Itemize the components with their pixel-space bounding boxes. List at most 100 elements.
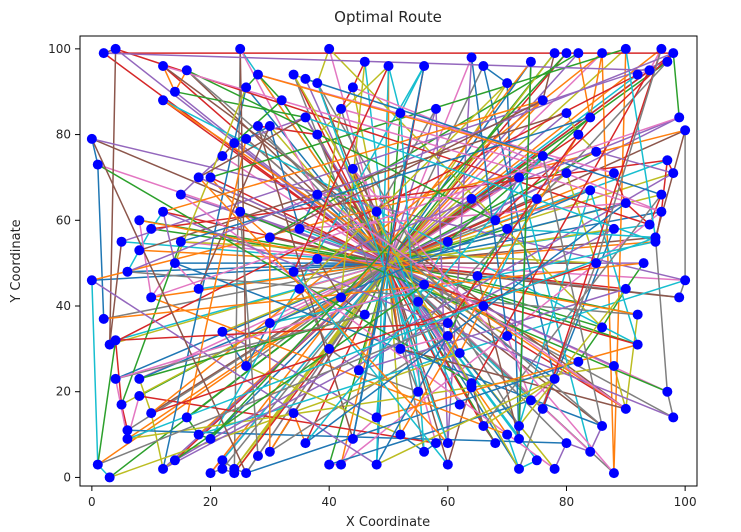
route-leg bbox=[162, 99, 627, 410]
route-leg bbox=[233, 348, 330, 474]
city-point bbox=[395, 343, 406, 354]
city-point bbox=[561, 48, 572, 59]
route-leg bbox=[174, 283, 425, 461]
route-leg bbox=[316, 82, 520, 427]
route-leg bbox=[186, 69, 496, 221]
route-leg bbox=[494, 52, 674, 221]
y-tick-label: 0 bbox=[63, 470, 71, 484]
route-leg bbox=[542, 155, 603, 427]
route-leg bbox=[654, 130, 686, 238]
route-leg bbox=[222, 331, 377, 419]
route-leg bbox=[316, 82, 449, 444]
route-leg bbox=[115, 322, 448, 342]
city-point bbox=[336, 459, 347, 470]
city-point bbox=[217, 151, 228, 161]
city-point bbox=[514, 172, 525, 183]
route-leg bbox=[352, 86, 662, 213]
route-leg bbox=[329, 416, 378, 466]
route-spoke bbox=[257, 74, 390, 264]
route-spoke bbox=[388, 52, 674, 264]
route-leg bbox=[174, 90, 306, 119]
x-axis-title: X Coordinate bbox=[346, 515, 430, 530]
city-point bbox=[395, 429, 406, 440]
y-tick-label: 60 bbox=[56, 213, 71, 227]
city-point bbox=[264, 318, 275, 329]
city-point bbox=[134, 215, 145, 226]
city-point bbox=[312, 129, 323, 140]
route-leg bbox=[91, 138, 247, 474]
city-point bbox=[146, 223, 157, 234]
x-axis-ticks: 0 20 40 60 80 100 bbox=[88, 486, 697, 509]
city-point bbox=[205, 468, 216, 479]
route-leg bbox=[292, 65, 390, 273]
route-leg bbox=[293, 116, 680, 273]
city-point bbox=[442, 459, 453, 470]
city-point bbox=[585, 112, 596, 123]
route-leg bbox=[298, 82, 508, 290]
route-segments bbox=[91, 47, 686, 479]
city-point bbox=[585, 185, 596, 196]
route-leg bbox=[595, 150, 674, 174]
city-point bbox=[490, 438, 501, 449]
y-tick-label: 100 bbox=[48, 42, 71, 56]
city-point bbox=[561, 438, 572, 449]
x-tick-label: 0 bbox=[88, 495, 96, 509]
city-point bbox=[312, 78, 323, 89]
route-leg bbox=[518, 288, 627, 427]
city-point bbox=[644, 65, 655, 76]
route-leg bbox=[553, 425, 603, 470]
city-point bbox=[312, 253, 323, 264]
city-point bbox=[116, 236, 127, 247]
city-point bbox=[86, 275, 97, 286]
city-point bbox=[668, 48, 679, 59]
route-spoke bbox=[121, 262, 389, 406]
route-leg bbox=[150, 296, 508, 436]
route-spoke bbox=[269, 262, 389, 324]
route-spoke bbox=[388, 112, 567, 264]
route-leg bbox=[127, 52, 674, 273]
city-point bbox=[525, 395, 536, 406]
city-point bbox=[146, 408, 157, 419]
city-point bbox=[353, 365, 364, 376]
city-point bbox=[110, 335, 121, 346]
route-leg bbox=[507, 228, 656, 239]
city-point bbox=[656, 206, 667, 217]
route-leg bbox=[293, 271, 449, 466]
city-point bbox=[383, 61, 394, 71]
route-leg bbox=[292, 74, 520, 470]
city-point bbox=[193, 429, 204, 440]
city-point bbox=[620, 198, 631, 209]
route-leg bbox=[352, 168, 615, 474]
city-point bbox=[175, 236, 186, 247]
route-leg bbox=[304, 155, 544, 444]
route-leg bbox=[97, 322, 449, 466]
city-point bbox=[537, 151, 548, 161]
city-point bbox=[644, 219, 655, 230]
city-point bbox=[229, 463, 240, 474]
city-point bbox=[419, 279, 430, 290]
city-point bbox=[205, 172, 216, 183]
city-point bbox=[466, 52, 477, 63]
route-leg bbox=[470, 69, 651, 388]
route-leg bbox=[221, 455, 259, 474]
city-point bbox=[241, 82, 252, 93]
city-point bbox=[608, 468, 619, 479]
city-point bbox=[413, 386, 424, 397]
city-point bbox=[264, 121, 275, 131]
city-point bbox=[419, 446, 430, 457]
route-leg bbox=[542, 48, 663, 410]
route-leg bbox=[210, 48, 627, 179]
route-leg bbox=[239, 211, 668, 393]
city-point bbox=[591, 258, 602, 269]
route-leg bbox=[162, 99, 544, 213]
route-leg bbox=[299, 202, 626, 230]
city-point bbox=[324, 459, 335, 470]
route-leg bbox=[210, 48, 241, 475]
route-leg bbox=[352, 65, 425, 440]
city-point bbox=[597, 322, 608, 333]
route-spoke bbox=[388, 262, 626, 290]
route-leg bbox=[109, 352, 460, 479]
route-spoke bbox=[388, 151, 597, 264]
route-leg bbox=[625, 48, 657, 238]
route-leg bbox=[97, 340, 117, 465]
